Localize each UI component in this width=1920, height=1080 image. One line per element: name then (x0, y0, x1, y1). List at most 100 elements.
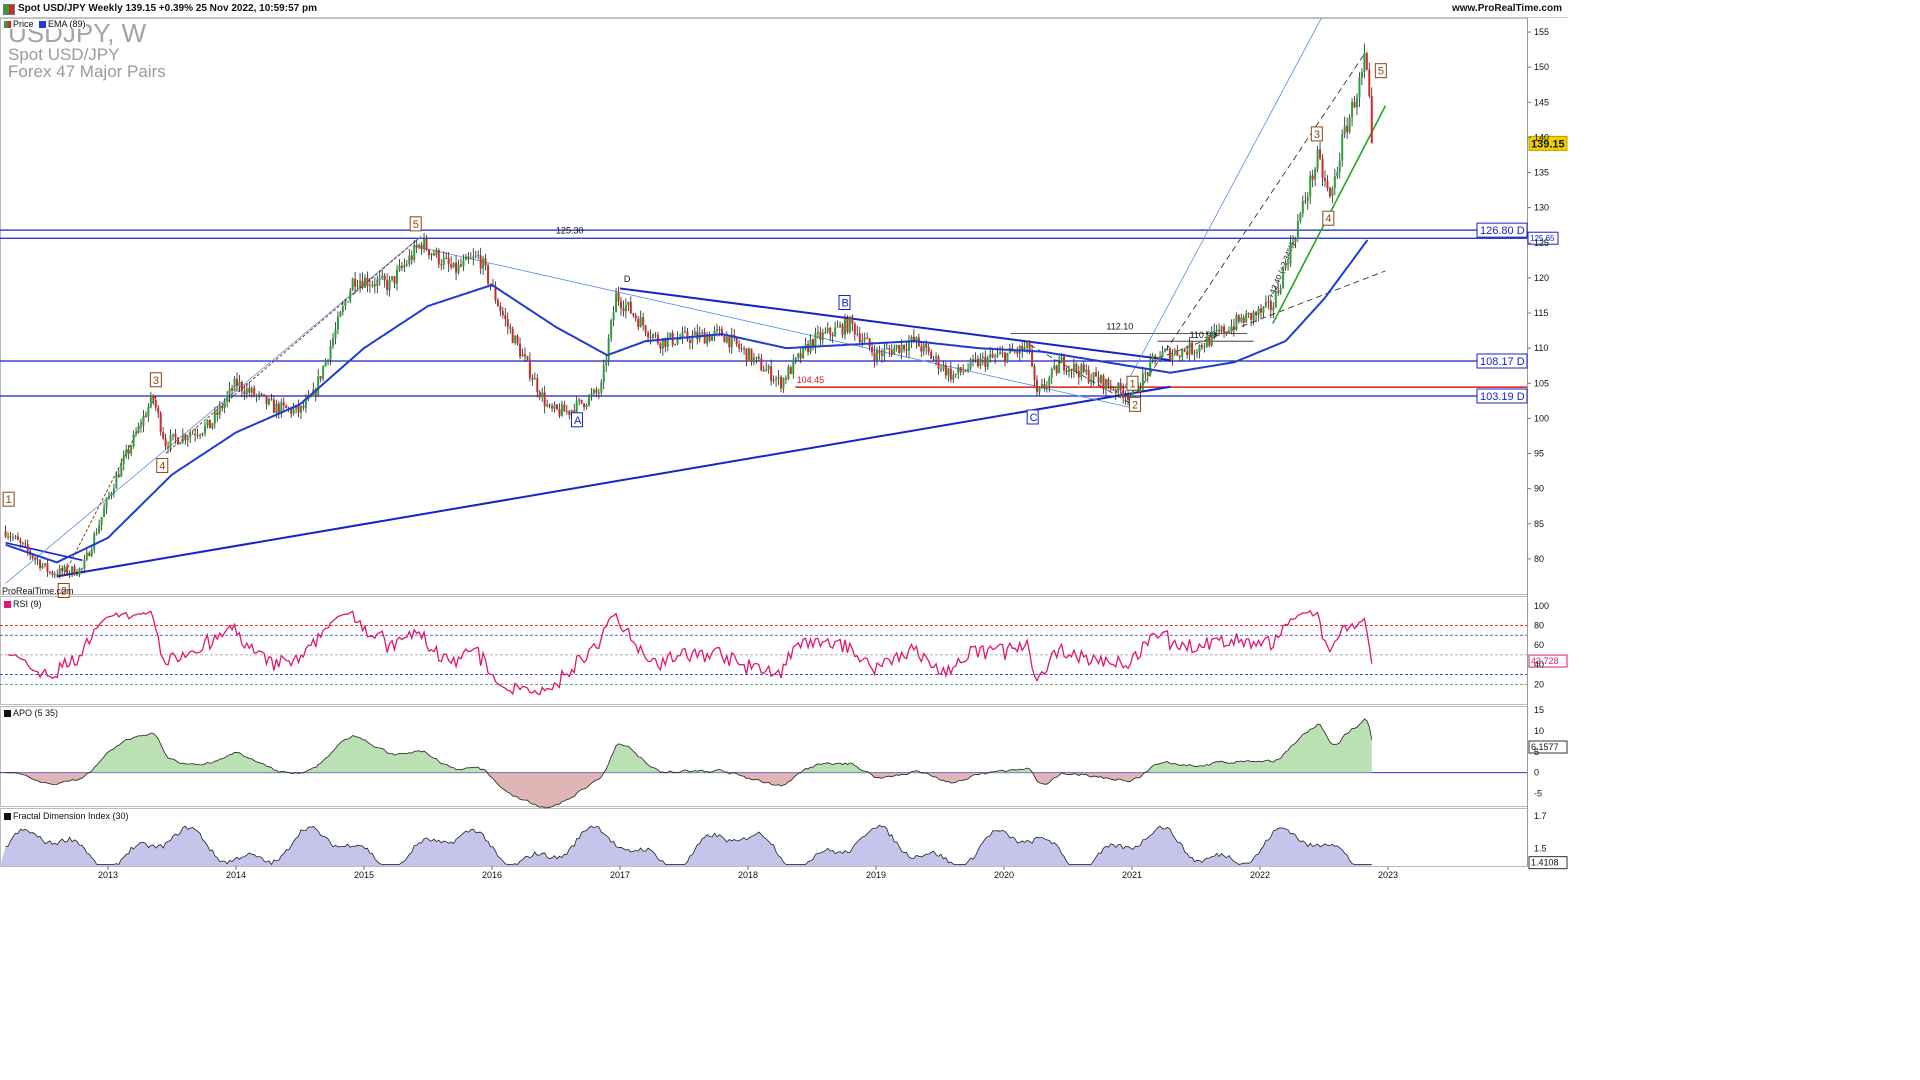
candle-body (331, 338, 334, 347)
candle-body (1033, 366, 1036, 381)
candle-body (831, 334, 834, 337)
candle-body (713, 330, 716, 335)
candle-body (482, 258, 485, 269)
candle-body (937, 356, 940, 369)
fdi-legend-label: Fractal Dimension Index (30) (13, 811, 129, 821)
candle-body (1181, 349, 1184, 357)
candle-body (71, 566, 74, 573)
candle-body (120, 464, 123, 477)
candle-body (110, 493, 113, 496)
candle-body (605, 360, 608, 366)
candle-body (1220, 326, 1223, 332)
candle-body (976, 358, 979, 367)
candle-body (1077, 370, 1080, 378)
candle-body (152, 395, 155, 400)
candle-body (125, 449, 128, 457)
candle-body (1274, 290, 1277, 308)
candle-body (24, 543, 27, 545)
last-price-box (1528, 135, 1568, 151)
candle-body (809, 339, 812, 353)
price-legend[interactable]: Price EMA (89) (4, 19, 86, 29)
candle-body (679, 338, 682, 340)
candle-body (981, 356, 984, 359)
candle-body (1154, 356, 1157, 358)
support-104-label: 104.45 (797, 375, 825, 385)
level-box (1527, 231, 1559, 245)
candle-body (1360, 72, 1363, 78)
candle-body (400, 265, 403, 268)
price-tick-label: 130 (1534, 203, 1549, 213)
candle-body (632, 313, 635, 316)
candle-body (947, 368, 950, 376)
panel-frame (0, 596, 1528, 705)
candle-body (393, 276, 396, 284)
candle-body (1353, 101, 1356, 108)
candle-body (607, 338, 610, 361)
price-legend-label: Price (13, 19, 34, 29)
rsi-swatch-icon (4, 601, 11, 608)
candle-body (130, 446, 133, 454)
candle-body (526, 356, 529, 360)
candle-body (1296, 221, 1299, 239)
candle-body (164, 438, 167, 447)
candle-body (730, 334, 733, 348)
candle-body (329, 346, 332, 360)
panel-frames (0, 18, 1528, 867)
candle-body (930, 351, 933, 359)
candle-body (255, 395, 258, 397)
candle-body (452, 262, 455, 268)
candle-body (1264, 302, 1267, 307)
wave-label-box (149, 372, 162, 388)
apo-legend[interactable]: APO (5 35) (4, 708, 59, 718)
candle-body (41, 565, 44, 569)
price-tick-label: 115 (1534, 308, 1548, 318)
candle-body (469, 258, 472, 260)
wave-label: 3 (153, 375, 159, 387)
candle-body (309, 396, 312, 398)
candle-body (996, 354, 999, 357)
candle-body (629, 301, 632, 314)
fdi-area: 1.4108 (0, 824, 1568, 870)
candle-body (723, 336, 726, 343)
candle-body (376, 279, 379, 287)
price-tick-label: 125 (1534, 238, 1549, 248)
apo-area: 6.1577 (0, 718, 1568, 809)
site-link[interactable]: www.ProRealTime.com (1451, 3, 1562, 14)
candle-body (866, 337, 869, 339)
rsi-tick-label: 60 (1534, 640, 1544, 650)
candle-body (356, 286, 359, 288)
candle-body (31, 555, 34, 559)
candle-body (1188, 342, 1191, 355)
candle-body (551, 405, 554, 409)
price-tick-label: 90 (1534, 484, 1544, 494)
candle-body (1301, 200, 1304, 214)
candle-body (777, 376, 780, 379)
candle-body (553, 404, 556, 409)
candle-body (48, 571, 51, 573)
candle-body (201, 433, 204, 435)
candle-body (1050, 368, 1053, 378)
fdi-legend[interactable]: Fractal Dimension Index (30) (4, 811, 129, 821)
candle-body (1127, 396, 1130, 400)
candle-body (735, 336, 738, 345)
wave-label: 5 (1378, 66, 1384, 78)
chart-title: Spot USD/JPY Weekly 139.15 +0.39% 25 Nov… (18, 3, 317, 14)
candle-body (68, 572, 71, 574)
candle-body (216, 412, 219, 415)
chart-canvas[interactable]: 6.1577 1.4108 43.728 126.80 D 125.65 108.1… (0, 0, 1568, 882)
candle-body (639, 317, 642, 328)
candle-body (1237, 315, 1240, 322)
wave-label-box (1129, 396, 1142, 412)
candle-body (1107, 379, 1110, 386)
apo-tick-label: 5 (1534, 747, 1539, 757)
rsi-legend[interactable]: RSI (9) (4, 599, 42, 609)
candle-body (418, 244, 421, 248)
candle-body (888, 348, 891, 350)
candle-body (939, 368, 942, 370)
candle-body (144, 416, 147, 418)
candle-body (944, 365, 947, 376)
price-tick-label: 155 (1534, 27, 1549, 37)
candle-body (1247, 312, 1250, 314)
candle-body (1161, 351, 1164, 357)
candle-body (568, 410, 571, 416)
